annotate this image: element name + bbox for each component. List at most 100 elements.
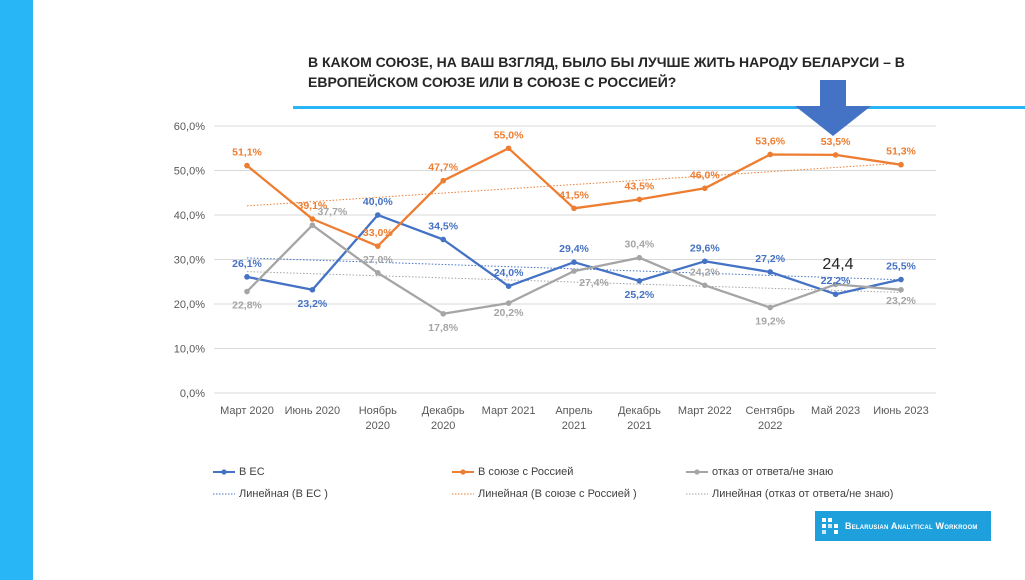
eu-data-label: 27,2% bbox=[755, 253, 785, 265]
y-tick-label: 20,0% bbox=[174, 299, 205, 311]
y-tick-label: 50,0% bbox=[174, 166, 205, 178]
eu-data-label: 22,2% bbox=[821, 275, 851, 287]
legend-refusal-trend-label: Линейная (отказ от ответа/не знаю) bbox=[712, 488, 894, 500]
legend-refusal-label: отказ от ответа/не знаю bbox=[712, 466, 834, 478]
russia-point bbox=[309, 216, 316, 222]
russia-data-label: 46,0% bbox=[690, 169, 720, 181]
title-underline bbox=[293, 106, 1025, 109]
x-tick-label: Ноябрь bbox=[359, 405, 397, 417]
x-tick-label: Март 2020 bbox=[220, 405, 274, 417]
refusal-point bbox=[571, 268, 577, 274]
refusal-data-label: 20,2% bbox=[494, 307, 524, 319]
chart-title: В КАКОМ СОЮЗЕ, НА ВАШ ВЗГЛЯД, БЫЛО БЫ ЛУ… bbox=[308, 54, 905, 90]
eu-point bbox=[309, 286, 316, 293]
y-tick-label: 60,0% bbox=[174, 121, 205, 133]
refusal-point bbox=[832, 281, 839, 288]
annotation-label: 24,4 bbox=[822, 256, 853, 273]
refusal-point bbox=[440, 310, 447, 317]
eu-point bbox=[832, 291, 839, 298]
refusal-data-label: 17,8% bbox=[428, 322, 458, 334]
russia-trendline bbox=[246, 162, 902, 207]
eu-data-label: 29,4% bbox=[559, 243, 589, 255]
eu-data-label: 26,1% bbox=[232, 258, 262, 270]
x-tick-label: Май 2023 bbox=[811, 405, 860, 417]
logo-mark-icon bbox=[815, 511, 845, 541]
x-tick-label: 2021 bbox=[627, 420, 651, 432]
y-tick-label: 10,0% bbox=[174, 344, 205, 356]
eu-data-label: 25,2% bbox=[625, 289, 655, 301]
eu-data-label: 24,0% bbox=[494, 267, 524, 279]
legend-russia-label: В союзе с Россией bbox=[478, 466, 574, 478]
russia-point bbox=[440, 177, 447, 184]
russia-data-label: 33,0% bbox=[363, 227, 393, 239]
refusal-data-label: 22,8% bbox=[232, 300, 262, 312]
x-tick-label: Декабрь bbox=[618, 405, 661, 417]
x-tick-label: Декабрь bbox=[422, 405, 465, 417]
eu-data-label: 40,0% bbox=[363, 196, 393, 208]
x-tick-label: Март 2021 bbox=[482, 405, 536, 417]
legend-russia-trend: Линейная (В союзе с Россией ) bbox=[452, 488, 637, 500]
eu-point bbox=[244, 274, 250, 280]
eu-point bbox=[571, 259, 577, 265]
down-arrow-icon bbox=[795, 80, 871, 136]
refusal-point bbox=[505, 300, 512, 306]
refusal-data-label: 37,7% bbox=[318, 206, 348, 218]
russia-data-label: 43,5% bbox=[625, 180, 655, 192]
legend-eu: В ЕС bbox=[213, 466, 265, 478]
russia-point bbox=[636, 196, 643, 203]
x-tick-label: Июнь 2020 bbox=[285, 405, 341, 417]
eu-data-label: 34,5% bbox=[428, 220, 458, 232]
russia-point bbox=[505, 145, 512, 152]
legend-refusal: отказ от ответа/не знаю bbox=[686, 466, 833, 478]
x-tick-label: Июнь 2023 bbox=[873, 405, 929, 417]
belarusian-analytical-workroom-logo: Belarusian Analytical Workroom bbox=[815, 511, 991, 541]
x-tick-label: 2020 bbox=[431, 420, 455, 432]
refusal-data-label: 23,2% bbox=[886, 295, 916, 307]
refusal-point bbox=[309, 222, 316, 229]
x-tick-label: Март 2022 bbox=[678, 405, 732, 417]
eu-point bbox=[898, 276, 904, 283]
legend-eu-trend-label: Линейная (В ЕС ) bbox=[239, 488, 328, 500]
russia-point bbox=[571, 205, 577, 212]
legend-eu-trend: Линейная (В ЕС ) bbox=[213, 488, 328, 500]
eu-point bbox=[375, 212, 381, 218]
russia-point bbox=[832, 152, 839, 158]
russia-data-label: 53,6% bbox=[755, 135, 785, 147]
russia-point bbox=[244, 162, 250, 169]
refusal-point bbox=[767, 304, 773, 311]
russia-point bbox=[375, 243, 381, 249]
refusal-data-label: 27,4% bbox=[579, 277, 609, 289]
legend-refusal-trend: Линейная (отказ от ответа/не знаю) bbox=[686, 488, 893, 500]
accent-side-bar bbox=[0, 0, 33, 580]
legend-russia: В союзе с Россией bbox=[452, 466, 573, 478]
russia-data-label: 39,1% bbox=[298, 200, 328, 212]
refusal-point bbox=[898, 286, 904, 293]
russia-point bbox=[767, 151, 773, 158]
russia-point bbox=[898, 161, 904, 168]
eu-point bbox=[636, 278, 643, 284]
y-tick-label: 0,0% bbox=[180, 388, 205, 400]
y-tick-label: 40,0% bbox=[174, 210, 205, 222]
russia-data-label: 55,0% bbox=[494, 129, 524, 141]
refusal-data-label: 27,0% bbox=[363, 254, 393, 266]
eu-data-label: 25,5% bbox=[886, 261, 916, 273]
refusal-data-label: 24,2% bbox=[690, 266, 720, 278]
refusal-point bbox=[636, 254, 643, 261]
eu-data-label: 29,6% bbox=[690, 242, 720, 254]
refusal-point bbox=[375, 270, 381, 276]
legend-russia-trend-label: Линейная (В союзе с Россией ) bbox=[478, 488, 637, 500]
legend-eu-label: В ЕС bbox=[239, 466, 265, 478]
eu-point bbox=[440, 236, 447, 243]
x-tick-label: 2020 bbox=[366, 420, 390, 432]
eu-point bbox=[702, 258, 708, 265]
eu-data-label: 23,2% bbox=[298, 298, 328, 310]
russia-point bbox=[702, 185, 708, 192]
russia-data-label: 51,3% bbox=[886, 146, 916, 158]
x-tick-label: 2022 bbox=[758, 420, 782, 432]
refusal-point bbox=[244, 288, 250, 295]
russia-data-label: 53,5% bbox=[821, 136, 851, 148]
refusal-data-label: 30,4% bbox=[625, 239, 655, 251]
russia-data-label: 41,5% bbox=[559, 189, 589, 201]
refusal-data-label: 19,2% bbox=[755, 316, 785, 328]
